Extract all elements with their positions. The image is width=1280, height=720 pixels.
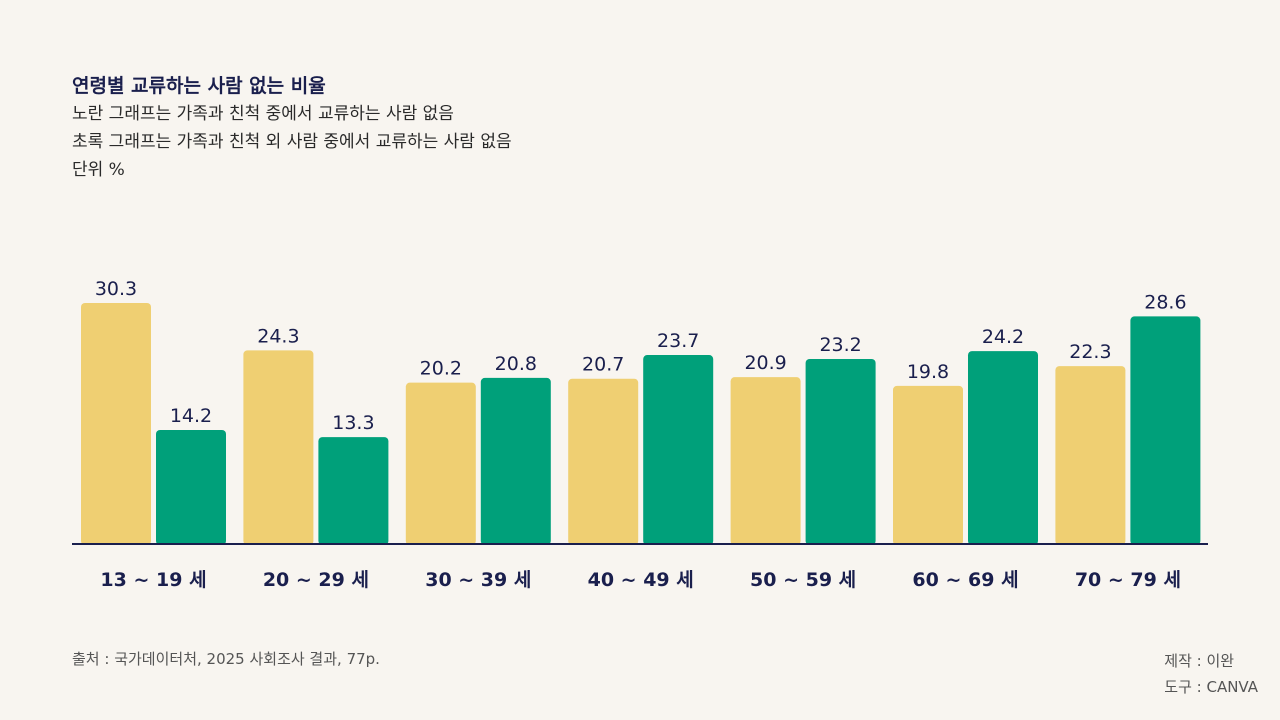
bar-series1-5 — [893, 385, 963, 545]
data-label-series1-0: 30.3 — [95, 278, 137, 300]
data-label-series2-2: 20.8 — [495, 353, 537, 375]
chart-header: 연령별 교류하는 사람 없는 비율 노란 그래프는 가족과 친척 중에서 교류하… — [72, 72, 772, 184]
x-tick-label-1: 20 ~ 29 세 — [263, 569, 369, 591]
chart-title: 연령별 교류하는 사람 없는 비율 — [72, 75, 326, 97]
x-tick-label-2: 30 ~ 39 세 — [425, 569, 531, 591]
data-label-series1-5: 19.8 — [907, 361, 949, 383]
subtitle-line-yellow: 노란 그래프는 가족과 친척 중에서 교류하는 사람 없음 — [72, 104, 454, 124]
x-tick-label-4: 50 ~ 59 세 — [750, 569, 856, 591]
tool-text: 도구 : CANVA — [1164, 678, 1258, 696]
data-label-series1-6: 22.3 — [1069, 341, 1111, 363]
bar-series2-0 — [156, 429, 226, 545]
data-label-series1-1: 24.3 — [257, 325, 299, 347]
source-text: 출처 : 국가데이터처, 2025 사회조사 결과, 77p. — [72, 650, 380, 668]
bar-series2-3 — [643, 355, 714, 545]
bar-series2-1 — [318, 437, 389, 545]
subtitle-line-green: 초록 그래프는 가족과 친척 외 사람 중에서 교류하는 사람 없음 — [72, 132, 512, 152]
data-label-series2-6: 28.6 — [1144, 291, 1186, 313]
data-label-series2-5: 24.2 — [982, 326, 1024, 348]
x-tick-label-0: 13 ~ 19 세 — [100, 569, 206, 591]
bar-series2-5 — [968, 351, 1038, 545]
x-tick-label-6: 70 ~ 79 세 — [1075, 569, 1181, 591]
bar-series1-4 — [730, 377, 801, 545]
x-tick-label-5: 60 ~ 69 세 — [912, 569, 1018, 591]
data-label-series2-0: 14.2 — [170, 405, 212, 427]
data-label-series1-3: 20.7 — [582, 354, 624, 376]
credit-block: 제작 : 이완 도구 : CANVA — [1164, 648, 1258, 700]
bar-series1-1 — [243, 350, 314, 545]
subtitle-line-unit: 단위 % — [72, 160, 125, 180]
data-label-series2-4: 23.2 — [819, 334, 861, 356]
data-label-series1-4: 20.9 — [744, 352, 786, 374]
maker-text: 제작 : 이완 — [1164, 652, 1235, 670]
x-tick-label-3: 40 ~ 49 세 — [588, 569, 694, 591]
bar-series2-2 — [480, 377, 551, 545]
bar-series1-0 — [81, 303, 151, 545]
data-label-series2-1: 13.3 — [332, 412, 374, 434]
data-label-series2-3: 23.7 — [657, 330, 699, 352]
bar-series1-6 — [1055, 366, 1126, 545]
bar-series2-6 — [1130, 316, 1201, 545]
data-label-series1-2: 20.2 — [420, 358, 462, 380]
bar-series1-2 — [405, 382, 476, 545]
bar-series1-3 — [568, 378, 639, 545]
bar-series2-4 — [805, 359, 876, 545]
